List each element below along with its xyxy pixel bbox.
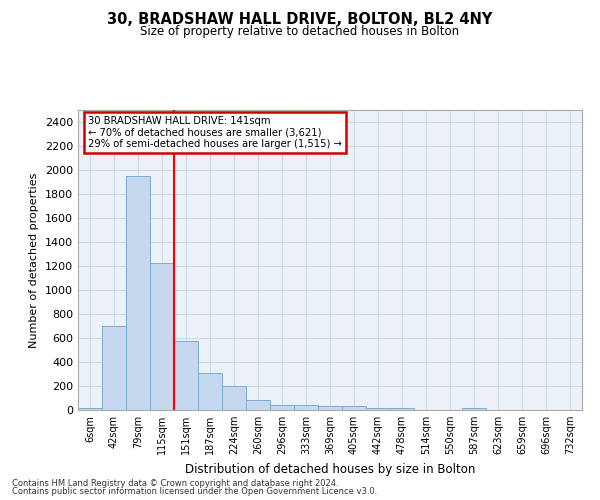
Bar xyxy=(246,400,270,410)
Bar xyxy=(102,326,126,410)
Text: Size of property relative to detached houses in Bolton: Size of property relative to detached ho… xyxy=(140,25,460,38)
Y-axis label: Number of detached properties: Number of detached properties xyxy=(29,172,40,348)
Bar xyxy=(318,406,342,410)
Text: Contains public sector information licensed under the Open Government Licence v3: Contains public sector information licen… xyxy=(12,487,377,496)
Bar xyxy=(294,406,318,410)
Bar xyxy=(390,408,414,410)
Text: Contains HM Land Registry data © Crown copyright and database right 2024.: Contains HM Land Registry data © Crown c… xyxy=(12,478,338,488)
Bar xyxy=(198,374,222,410)
Bar xyxy=(366,408,390,410)
Text: 30 BRADSHAW HALL DRIVE: 141sqm
← 70% of detached houses are smaller (3,621)
29% : 30 BRADSHAW HALL DRIVE: 141sqm ← 70% of … xyxy=(88,116,342,149)
Bar xyxy=(462,408,486,410)
Text: 30, BRADSHAW HALL DRIVE, BOLTON, BL2 4NY: 30, BRADSHAW HALL DRIVE, BOLTON, BL2 4NY xyxy=(107,12,493,28)
Bar xyxy=(342,406,366,410)
Bar xyxy=(126,176,150,410)
Bar xyxy=(270,404,294,410)
Bar xyxy=(150,263,174,410)
X-axis label: Distribution of detached houses by size in Bolton: Distribution of detached houses by size … xyxy=(185,462,475,475)
Bar xyxy=(174,341,198,410)
Bar xyxy=(222,386,246,410)
Bar xyxy=(78,408,102,410)
